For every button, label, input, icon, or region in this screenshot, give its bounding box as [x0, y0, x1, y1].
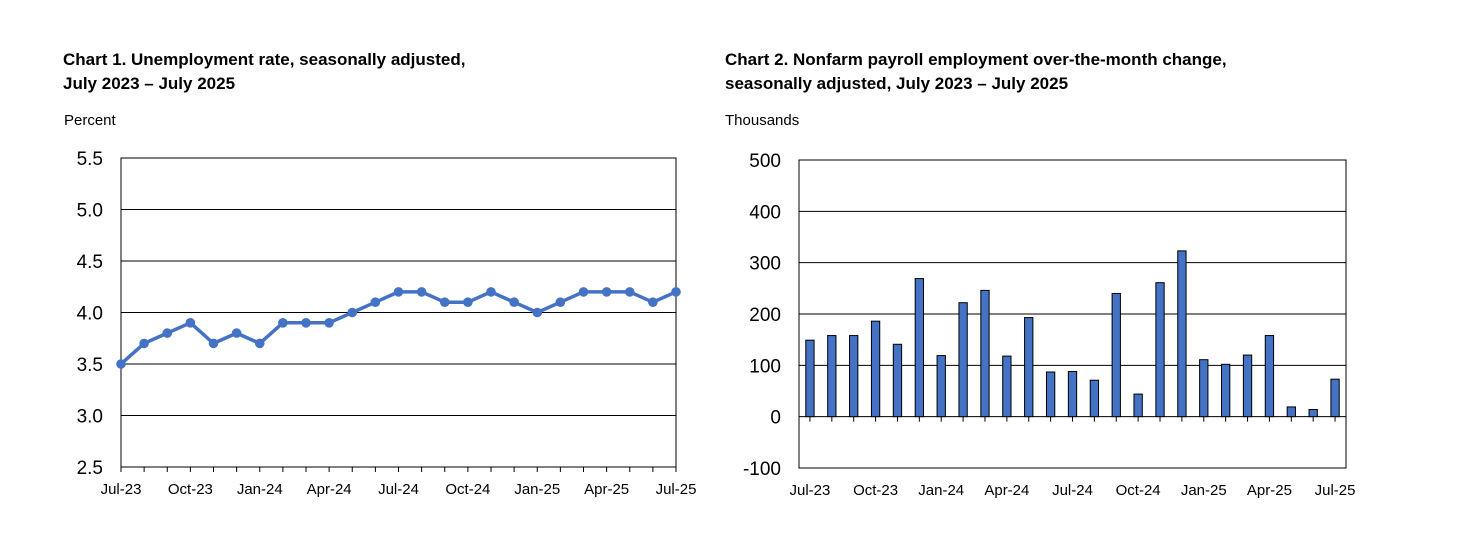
chart-2-y-tick-label: 300: [749, 254, 781, 275]
chart-2-bar: [1133, 393, 1143, 418]
chart-2-bar: [1002, 355, 1012, 418]
chart-1-data-point: [671, 287, 681, 297]
chart-1-y-tick-label: 3.0: [77, 407, 103, 428]
chart-2-bar: [914, 278, 924, 418]
chart-1-data-point: [486, 287, 496, 297]
chart-2-bar: [1308, 408, 1318, 418]
chart-1-y-unit-label: Percent: [64, 112, 116, 129]
chart-1-title-line-1: Chart 1. Unemployment rate, seasonally a…: [63, 50, 466, 69]
chart-2-bar: [827, 335, 837, 418]
chart-1-x-tick-label: Oct-24: [445, 481, 490, 498]
chart-1-series-line: [119, 290, 677, 366]
chart-1-data-point: [555, 297, 566, 308]
chart-1-x-tick-label: Apr-24: [307, 481, 352, 498]
chart-2-x-tick-label: Jul-24: [1052, 482, 1093, 499]
chart-1-data-point: [208, 338, 219, 349]
chart-1-data-point: [324, 318, 334, 328]
chart-1-data-point: [532, 307, 543, 318]
chart-2-bar: [805, 339, 815, 418]
chart-2-y-unit-label: Thousands: [725, 112, 800, 129]
chart-2-bar: [1286, 406, 1296, 418]
chart-1-y-tick-label: 5.0: [77, 201, 103, 222]
chart-2-bar: [980, 289, 990, 418]
chart-1-data-point: [416, 287, 427, 297]
chart-1-data-point: [347, 307, 358, 318]
chart-2-x-tick-label: Jan-24: [918, 482, 964, 499]
chart-2-x-tick-label: Jan-25: [1181, 482, 1227, 499]
chart-2-y-tick-label: -100: [743, 459, 781, 480]
chart-2-bar: [1155, 282, 1165, 418]
chart-2-bar: [1177, 250, 1187, 418]
chart-1-data-point: [439, 297, 450, 308]
chart-1-data-point: [139, 338, 149, 349]
chart-2-bar: [1111, 292, 1121, 418]
chart-1-data-point: [116, 359, 126, 369]
chart-2-plot-area: [798, 159, 1347, 469]
chart-1-data-point: [463, 297, 473, 308]
chart-2-y-tick-label: 400: [749, 202, 781, 223]
chart-1-data-point: [301, 318, 311, 328]
chart-2-x-tick-label: Apr-24: [984, 482, 1029, 499]
chart-2-bar: [849, 335, 859, 418]
chart-2-bar: [870, 320, 881, 418]
chart-1-title: Chart 1. Unemployment rate, seasonally a…: [63, 48, 465, 96]
chart-1-data-point: [162, 328, 173, 338]
chart-2-bar: [1264, 335, 1275, 418]
chart-1-x-tick-label: Jul-23: [101, 481, 142, 498]
chart-1-data-point: [648, 297, 658, 308]
chart-2-bar: [1067, 370, 1078, 418]
chart-2-title-line-1: Chart 2. Nonfarm payroll employment over…: [725, 50, 1227, 69]
chart-2-bar: [1045, 371, 1056, 418]
chart-1-data-point: [393, 287, 404, 297]
chart-2-title-line-2: seasonally adjusted, July 2023 – July 20…: [725, 74, 1069, 93]
chart-2-x-tick-label: Jul-25: [1315, 482, 1356, 499]
chart-1-data-point: [254, 338, 265, 349]
chart-1-x-tick-label: Jan-25: [514, 481, 560, 498]
chart-1-y-tick-label: 4.0: [77, 304, 103, 325]
chart-2-x-tick-label: Oct-23: [853, 482, 898, 499]
chart-2-y-tick-label: 0: [770, 408, 781, 429]
chart-2-x-tick-label: Jul-23: [790, 482, 831, 499]
chart-1-data-point: [578, 287, 589, 297]
chart-2-bar: [1221, 363, 1231, 418]
chart-2-title: Chart 2. Nonfarm payroll employment over…: [725, 48, 1227, 96]
chart-2-bar: [1089, 379, 1100, 418]
chart-1-x-tick-label: Jan-24: [237, 481, 283, 498]
chart-2-bar: [1330, 378, 1340, 418]
chart-2-bar: [1242, 354, 1253, 418]
chart-2-x-tick-label: Oct-24: [1116, 482, 1161, 499]
chart-1-y-tick-label: 2.5: [77, 458, 103, 479]
chart-1-y-tick-label: 4.5: [77, 252, 103, 273]
chart-1-data-point: [601, 287, 612, 297]
chart-2-bar: [892, 343, 903, 418]
chart-2-bar: [1024, 317, 1034, 418]
chart-2-bar: [958, 302, 968, 418]
chart-2-y-tick-label: 100: [749, 356, 781, 377]
chart-1-data-point: [509, 297, 519, 308]
chart-1-x-tick-label: Jul-24: [378, 481, 419, 498]
chart-1-data-point: [185, 318, 196, 328]
chart-1-title-line-2: July 2023 – July 2025: [63, 74, 236, 93]
chart-1-data-point: [624, 287, 635, 297]
chart-2-bar: [1199, 359, 1209, 418]
chart-2-y-tick-label: 200: [749, 305, 781, 326]
chart-2-y-tick-label: 500: [749, 151, 781, 172]
chart-1-x-tick-label: Oct-23: [168, 481, 213, 498]
chart-1-x-tick-label: Apr-25: [584, 481, 629, 498]
chart-1-data-point: [370, 297, 381, 308]
chart-1-data-point: [278, 318, 288, 328]
chart-1-y-tick-label: 3.5: [77, 355, 103, 376]
chart-1-x-tick-label: Jul-25: [656, 481, 697, 498]
chart-1-y-tick-label: 5.5: [77, 149, 103, 170]
chart-1-data-point: [231, 328, 242, 338]
chart-2-x-tick-label: Apr-25: [1247, 482, 1292, 499]
chart-2-bar: [936, 355, 946, 418]
